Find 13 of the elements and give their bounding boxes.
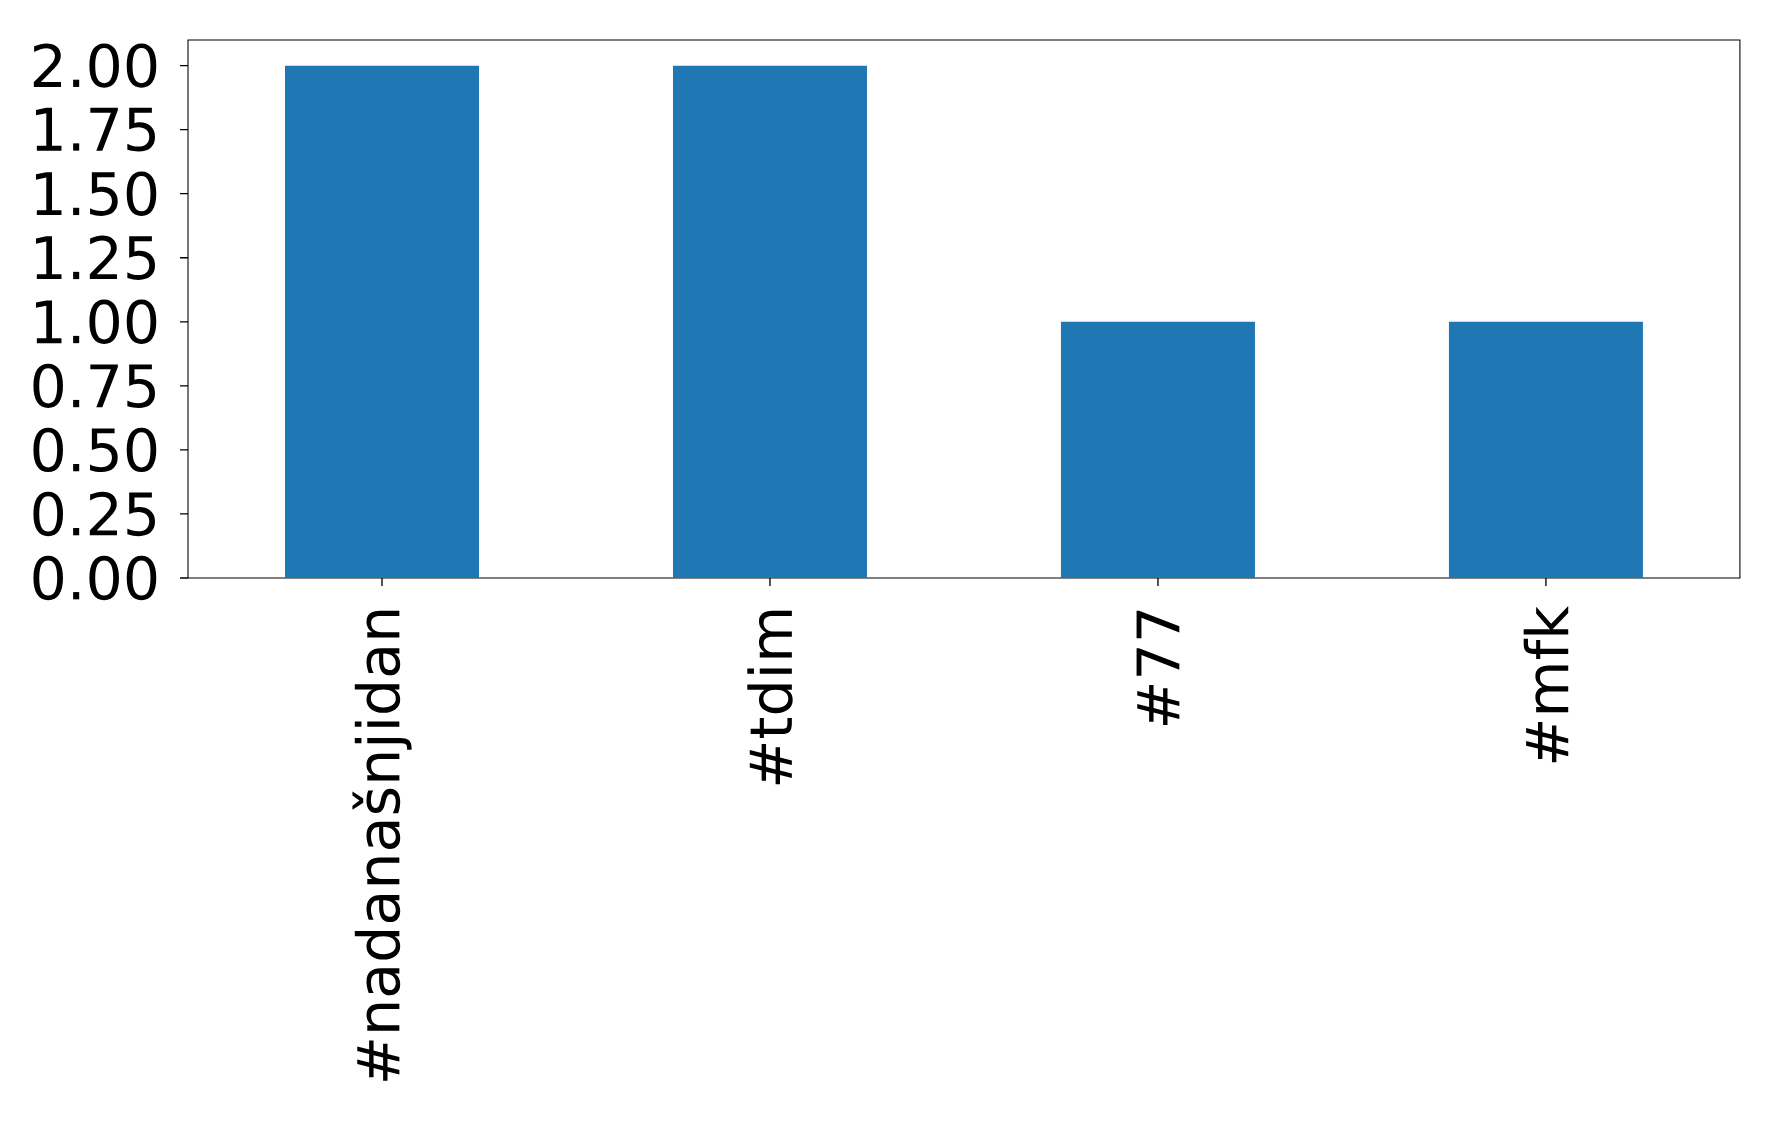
y-tick-label: 0.75 xyxy=(33,363,156,409)
x-tick-label: #mfk xyxy=(1523,606,1569,763)
y-tick-label: 1.75 xyxy=(36,107,156,152)
y-tick-label: 0.25 xyxy=(33,491,156,537)
y-tick-label: 1.25 xyxy=(36,235,156,280)
y-tick-label: 1.00 xyxy=(36,299,157,344)
y-tick-label: 0.50 xyxy=(33,427,157,473)
y-tick-label: 1.50 xyxy=(36,171,157,216)
y-tick-label: 2.00 xyxy=(33,43,157,88)
x-tick-label: #tdim xyxy=(747,610,793,785)
y-tick-label: 0.00 xyxy=(33,555,157,601)
x-tick-label: #77 xyxy=(1136,610,1180,726)
x-tick-label: #nadanašnjidan xyxy=(352,610,412,1081)
